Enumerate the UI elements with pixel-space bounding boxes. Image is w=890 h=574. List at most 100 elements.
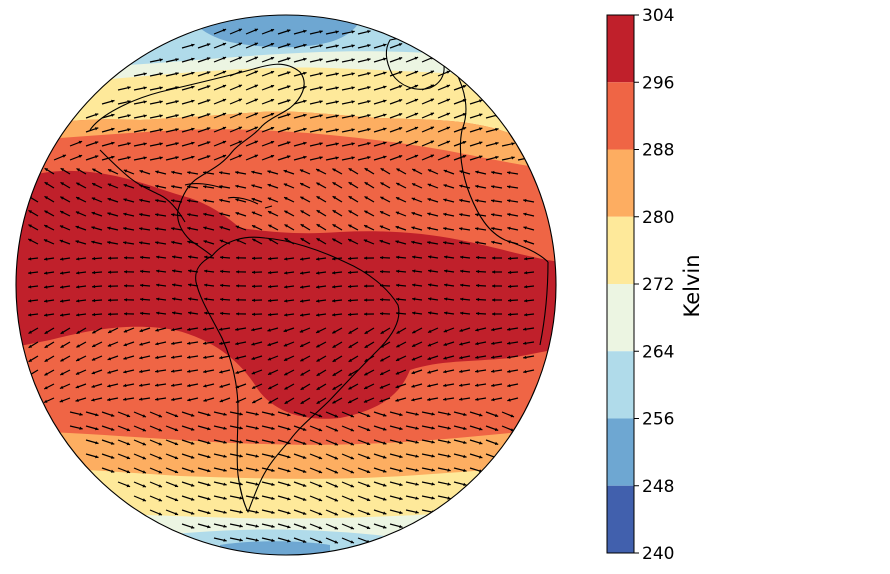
- wind-arrow-head: [427, 343, 432, 347]
- wind-arrow-head: [411, 212, 415, 216]
- wind-arrow-head: [491, 170, 495, 175]
- wind-arrow-head: [206, 113, 211, 117]
- wind-arrow-head: [431, 440, 435, 444]
- wind-arrow-head: [107, 370, 111, 374]
- wind-arrow-head: [443, 227, 447, 231]
- wind-arrow-head: [366, 483, 371, 488]
- wind-arrow-head: [255, 510, 259, 514]
- wind-arrow-head: [270, 56, 275, 60]
- wind-arrow-head: [175, 142, 179, 146]
- wind-arrow-head: [348, 210, 352, 214]
- colorbar-bin: [607, 149, 634, 217]
- wind-arrow-head: [127, 128, 131, 132]
- wind-arrow-head: [396, 330, 400, 334]
- wind-arrow-head: [447, 454, 451, 458]
- wind-arrow-head: [379, 225, 384, 229]
- wind-arrow-head: [190, 427, 195, 431]
- wind-arrow-head: [78, 154, 83, 158]
- wind-arrow-head: [191, 127, 195, 131]
- wind-arrow-head: [155, 241, 159, 245]
- wind-arrow-head: [222, 112, 227, 116]
- wind-arrow-head: [156, 311, 160, 315]
- wind-arrow-head: [475, 241, 479, 245]
- wind-arrow-head: [94, 141, 99, 145]
- wind-arrow-head: [427, 169, 432, 173]
- wind-arrow-head: [494, 441, 499, 445]
- wind-arrow-head: [524, 313, 528, 317]
- wind-arrow-head: [494, 413, 499, 417]
- wind-arrow-head: [284, 224, 288, 228]
- wind-arrow-head: [78, 140, 83, 144]
- wind-arrow-head: [171, 213, 175, 217]
- colorbar-tick-label: 240: [642, 544, 674, 564]
- wind-arrow-head: [523, 370, 527, 374]
- wind-arrow-head: [251, 328, 255, 332]
- wind-arrow-head: [415, 440, 419, 444]
- wind-arrow-head: [158, 442, 162, 446]
- wind-arrow-head: [495, 155, 499, 160]
- wind-arrow-head: [284, 400, 289, 404]
- wind-arrow-head: [251, 197, 255, 202]
- wind-arrow-head: [299, 169, 304, 173]
- wind-arrow-head: [206, 141, 211, 145]
- wind-arrow-head: [267, 357, 272, 361]
- wind-arrow-head: [380, 270, 384, 274]
- wind-arrow-head: [475, 341, 479, 346]
- wind-arrow-head: [383, 155, 387, 159]
- wind-arrow-head: [316, 313, 320, 317]
- wind-arrow-head: [203, 369, 207, 374]
- wind-arrow-head: [175, 72, 179, 76]
- wind-arrow-head: [332, 330, 336, 334]
- wind-arrow-head: [507, 185, 511, 189]
- wind-arrow-head: [364, 344, 369, 348]
- wind-arrow-head: [123, 212, 127, 216]
- wind-arrow-head: [254, 56, 258, 60]
- wind-arrow-head: [443, 356, 447, 360]
- wind-arrow-head: [379, 239, 383, 243]
- wind-arrow-head: [427, 241, 431, 245]
- wind-arrow-head: [142, 498, 146, 502]
- wind-arrow-head: [60, 344, 64, 348]
- colorbar-tick-label: 272: [642, 275, 674, 295]
- wind-arrow-head: [187, 383, 191, 388]
- wind-arrow-head: [191, 57, 195, 61]
- wind-arrow-head: [427, 384, 431, 388]
- wind-arrow-head: [222, 42, 227, 46]
- wind-arrow-head: [60, 299, 64, 303]
- wind-arrow-head: [159, 128, 163, 132]
- wind-arrow-head: [335, 128, 339, 132]
- wind-arrow-head: [235, 212, 239, 216]
- wind-arrow-head: [319, 100, 323, 104]
- wind-arrow-head: [94, 113, 99, 117]
- wind-arrow-head: [28, 344, 33, 348]
- wind-arrow-head: [28, 271, 32, 275]
- wind-vectors: [27, 28, 535, 544]
- wind-arrow-head: [332, 400, 336, 404]
- wind-arrow-head: [475, 328, 479, 332]
- wind-arrow-head: [396, 297, 400, 301]
- wind-arrow-head: [235, 342, 239, 346]
- wind-arrow-head: [187, 355, 191, 359]
- wind-arrow-head: [507, 341, 511, 345]
- wind-arrow-head: [427, 397, 431, 402]
- wind-arrow-head: [204, 283, 208, 287]
- wind-arrow-head: [351, 142, 355, 146]
- wind-arrow-head: [238, 42, 242, 46]
- wind-arrow-head: [270, 84, 275, 88]
- wind-arrow-head: [364, 196, 368, 200]
- wind-arrow-head: [316, 196, 320, 200]
- wind-arrow-head: [459, 213, 463, 217]
- wind-arrow-head: [399, 482, 403, 487]
- wind-arrow-head: [316, 372, 321, 376]
- wind-arrow-head: [44, 225, 48, 228]
- wind-arrow-head: [492, 312, 496, 316]
- wind-arrow-head: [463, 426, 467, 430]
- wind-arrow-head: [143, 100, 147, 104]
- wind-arrow-head: [175, 114, 179, 118]
- wind-arrow-head: [60, 313, 64, 317]
- wind-arrow-head: [156, 283, 160, 287]
- wind-arrow-head: [491, 397, 495, 402]
- wind-arrow-head: [300, 313, 304, 317]
- wind-arrow-head: [91, 226, 95, 230]
- wind-arrow-head: [107, 240, 111, 245]
